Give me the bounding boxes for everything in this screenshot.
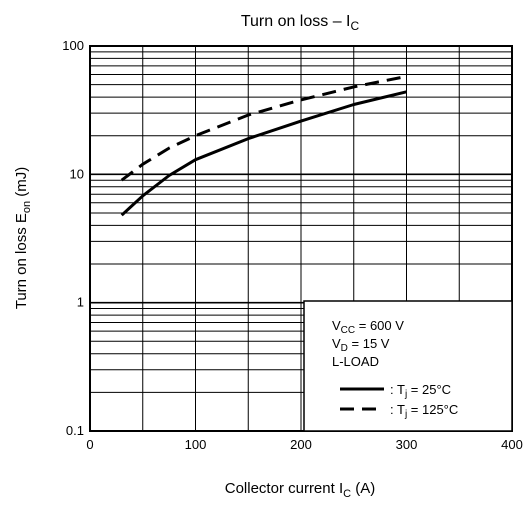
legend-box (303, 300, 513, 432)
condition-main: L-LOAD (332, 354, 379, 369)
legend-label-rest: = 125°C (407, 402, 458, 417)
condition-sub: CC (341, 325, 355, 336)
plot-frame (89, 45, 513, 432)
tick-labels: 0 100 200 300 400 0.1 1 10 100 (62, 38, 523, 452)
condition-text: VD = 15 V (332, 336, 390, 354)
y-axis-label-main: Turn on loss E (13, 213, 30, 309)
chart-title-sub: C (351, 19, 360, 33)
condition-sub: D (341, 343, 348, 354)
y-tick-label: 0.1 (66, 423, 84, 438)
x-axis-label-main: Collector current I (225, 480, 343, 497)
condition-rest: = 600 V (355, 318, 404, 333)
series-line-tj-25 (120, 90, 407, 217)
y-tick-label: 1 (77, 295, 84, 310)
x-tick-label: 200 (290, 437, 312, 452)
y-tick-label: 100 (62, 38, 84, 53)
chart-title-main: Turn on loss – I (241, 13, 351, 30)
y-axis-label-sub: on (21, 201, 33, 213)
y-axis-label: Turn on loss Eon (mJ) (13, 167, 33, 310)
condition-main: V (332, 318, 341, 333)
condition-text: L-LOAD (332, 354, 379, 369)
x-axis-label: Collector current IC (A) (225, 480, 376, 500)
legend-label-sub: j (404, 409, 407, 420)
legend-label: : Tj = 25°C (390, 382, 451, 400)
legend-label-prefix: : T (390, 402, 405, 417)
chart-title: Turn on loss – IC (241, 13, 360, 33)
series-lines (120, 74, 407, 217)
legend: VCC = 600 VVD = 15 VL-LOAD: Tj = 25°C: T… (303, 300, 513, 432)
x-axis-label-sub: C (343, 488, 351, 500)
y-axis-label-unit: (mJ) (13, 167, 30, 201)
condition-main: V (332, 336, 341, 351)
series-line-tj-125 (120, 74, 407, 182)
legend-label-prefix: : T (390, 382, 405, 397)
x-tick-label: 0 (86, 437, 93, 452)
x-tick-label: 400 (501, 437, 523, 452)
legend-label-sub: j (404, 389, 407, 400)
legend-label-rest: = 25°C (407, 382, 451, 397)
y-tick-label: 10 (70, 166, 84, 181)
x-tick-label: 300 (396, 437, 418, 452)
condition-text: VCC = 600 V (332, 318, 404, 336)
condition-rest: = 15 V (348, 336, 390, 351)
legend-label: : Tj = 125°C (390, 402, 458, 420)
x-axis-label-unit: (A) (351, 480, 375, 497)
x-tick-label: 100 (185, 437, 207, 452)
